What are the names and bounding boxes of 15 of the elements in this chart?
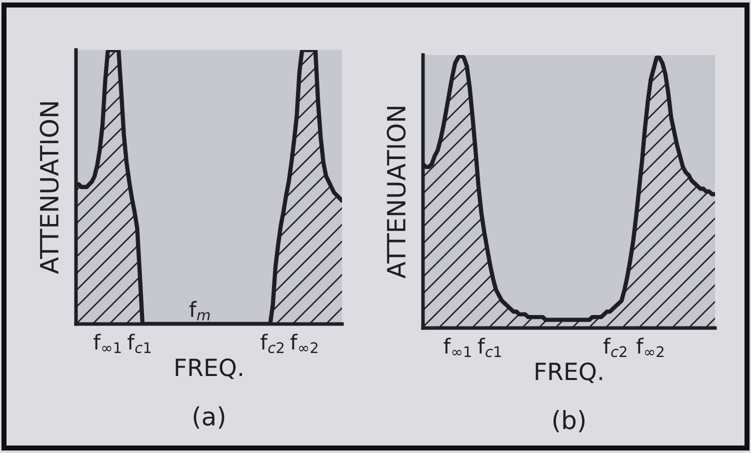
x-axis-title: FREQ.: [176, 358, 242, 380]
x-tick-label: f$_{c2}$: [260, 334, 284, 354]
x-tick-label: f$_{∞1}$: [94, 334, 121, 353]
x-tick-label: f$_{c2}$: [603, 338, 626, 358]
text: (b): [553, 410, 585, 432]
x-tick-label: f$_{∞1}$: [444, 338, 471, 357]
x-tick-label: f$_{c1}$: [478, 338, 501, 358]
x-tick-label: f$_{∞2}$: [290, 334, 318, 353]
x-axis-title: FREQ.: [536, 362, 602, 384]
x-tick-label: f$_{c1}$: [128, 334, 151, 354]
annotation: f$_{m}$: [189, 301, 210, 320]
x-tick-label: f$_{∞2}$: [636, 338, 664, 357]
y-axis-title: ATTENUATION: [40, 102, 59, 274]
text: (a): [194, 406, 224, 429]
y-axis-title: ATTENUATION: [386, 106, 406, 278]
